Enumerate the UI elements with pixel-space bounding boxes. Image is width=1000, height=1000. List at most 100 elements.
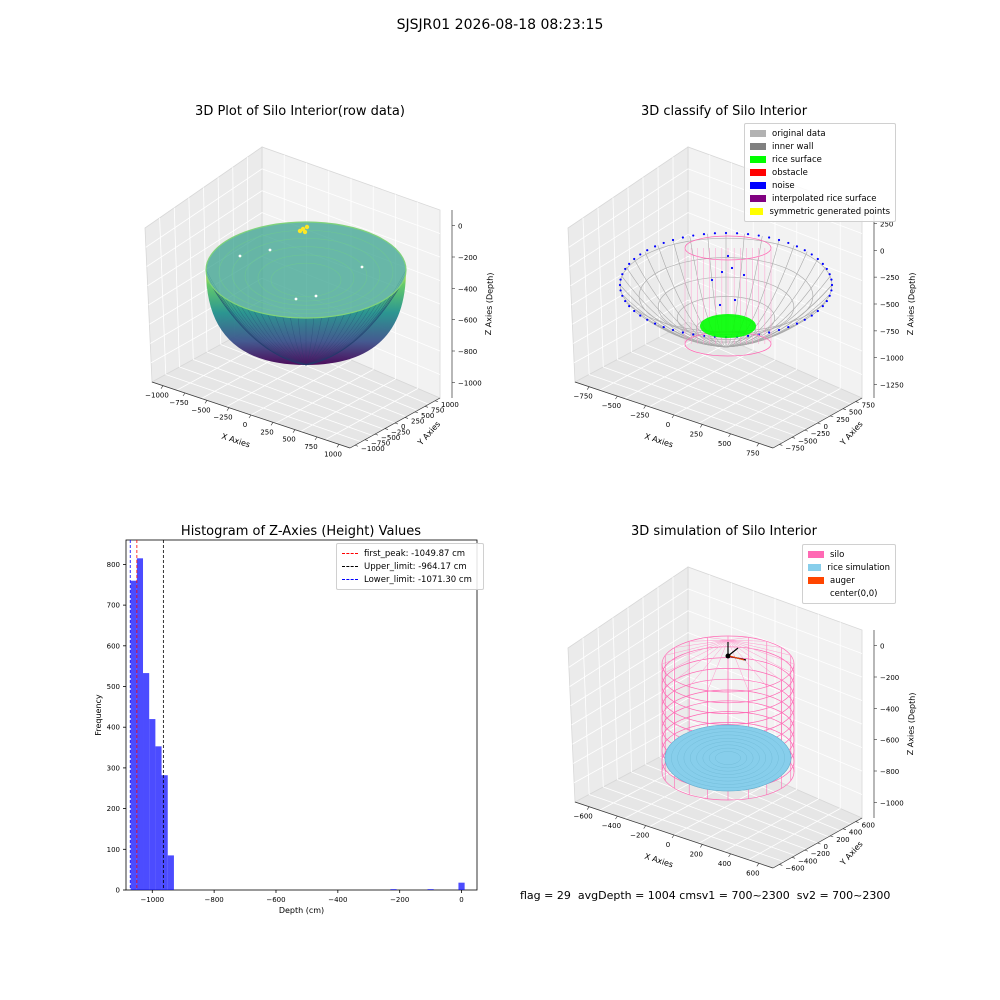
floor-grid-line bbox=[698, 789, 797, 844]
silo-roof-line bbox=[727, 639, 782, 681]
silo-ring bbox=[661, 646, 795, 704]
x-axis-label: X Axies bbox=[643, 432, 674, 450]
y-axis-line bbox=[349, 397, 441, 449]
x-tick bbox=[182, 392, 186, 397]
z-tick-label: −200 bbox=[880, 674, 899, 682]
left-grid-line bbox=[642, 177, 647, 345]
bowl-mesh-line bbox=[208, 281, 307, 366]
bowl-mesh-line bbox=[205, 269, 307, 366]
noise-point bbox=[238, 254, 242, 258]
histogram-bar bbox=[143, 673, 150, 890]
flag-text: flag = 29 bbox=[520, 889, 571, 902]
rice-contour bbox=[690, 738, 767, 779]
bowl-mesh-line bbox=[220, 294, 307, 366]
noise-point bbox=[671, 328, 675, 332]
y-tick-label: −500 bbox=[798, 437, 817, 445]
x-tick-label: −600 bbox=[574, 813, 593, 821]
silo-ring bbox=[661, 700, 795, 758]
x-tick bbox=[700, 844, 703, 848]
y-tick-label: 250 bbox=[411, 417, 424, 425]
noise-point bbox=[726, 254, 730, 258]
floor-grid-line bbox=[588, 794, 785, 863]
y-tick-label: 750 bbox=[862, 402, 875, 410]
x-axis-line bbox=[574, 381, 774, 449]
inner-wall-line bbox=[725, 333, 763, 348]
x-tick-label: −1000 bbox=[140, 896, 164, 904]
y-tick bbox=[817, 842, 821, 845]
silo-ring bbox=[661, 689, 795, 747]
bowl-mesh-line bbox=[305, 310, 359, 366]
noise-point bbox=[621, 273, 624, 276]
silo-ring bbox=[661, 711, 795, 768]
noise-point bbox=[653, 245, 657, 248]
z-tick-label: −600 bbox=[458, 317, 477, 325]
floor-grid-line bbox=[673, 329, 852, 405]
noise-point bbox=[816, 257, 819, 261]
left-grid-line bbox=[573, 697, 689, 764]
floor-grid-line bbox=[603, 786, 796, 856]
z-tick-label: −1000 bbox=[880, 799, 904, 807]
high-point bbox=[297, 228, 303, 234]
silo-roof-line bbox=[727, 639, 782, 648]
left-grid-line bbox=[573, 299, 689, 364]
back-grid-line bbox=[687, 719, 863, 795]
x-tick-label: 250 bbox=[260, 428, 273, 436]
auger-line bbox=[729, 655, 745, 661]
noise-point bbox=[692, 333, 695, 336]
noise-point bbox=[777, 238, 781, 242]
x-tick-label: 1000 bbox=[324, 450, 342, 458]
inner-wall-line bbox=[626, 267, 727, 348]
panel4-legend: silo rice simulation auger center(0,0) bbox=[802, 544, 896, 604]
back-grid-line bbox=[261, 190, 441, 258]
left-grid-line bbox=[571, 654, 689, 726]
x-tick-label: 0 bbox=[666, 841, 670, 849]
y-axis-label: Frequency bbox=[94, 694, 103, 736]
bowl-mesh-line bbox=[305, 294, 392, 366]
noise-point bbox=[757, 234, 760, 237]
legend-item-symmetric: symmetric generated points bbox=[750, 205, 890, 218]
legend-label: noise bbox=[772, 180, 795, 191]
silo-roof-line bbox=[727, 639, 791, 673]
inner-wall-line bbox=[672, 329, 727, 348]
left-pane bbox=[567, 566, 689, 803]
y-tick-label: −500 bbox=[381, 434, 400, 442]
left-grid-line bbox=[672, 577, 675, 750]
legend-label: original data bbox=[772, 128, 826, 139]
bowl-contour bbox=[218, 229, 394, 315]
x-tick-label: −200 bbox=[630, 832, 649, 840]
inner-wall-ring bbox=[657, 276, 795, 338]
noise-point bbox=[816, 309, 819, 313]
x-tick-label: −500 bbox=[191, 406, 210, 414]
floor-grid-line bbox=[723, 378, 819, 432]
legend-line-red bbox=[342, 553, 358, 554]
back-grid-line bbox=[261, 256, 441, 328]
floor-grid-line bbox=[645, 344, 829, 418]
left-grid-line bbox=[672, 157, 675, 330]
z-tick-label: −600 bbox=[880, 737, 899, 745]
noise-point bbox=[828, 294, 831, 297]
x-axis-line bbox=[151, 381, 351, 449]
left-grid-line bbox=[159, 217, 167, 375]
histogram-bar bbox=[390, 889, 397, 890]
floor-grid-line bbox=[673, 779, 776, 836]
legend-item-original-data: original data bbox=[750, 127, 890, 140]
back-pane bbox=[261, 146, 441, 399]
noise-point bbox=[360, 265, 364, 269]
x-tick bbox=[270, 422, 274, 426]
histogram-frame bbox=[125, 539, 478, 891]
x-tick bbox=[728, 853, 731, 858]
noise-point bbox=[702, 334, 706, 337]
z-tick-label: 0 bbox=[458, 223, 462, 231]
legend-swatch bbox=[750, 195, 766, 202]
floor-grid-line bbox=[234, 336, 418, 411]
left-pane bbox=[144, 146, 263, 383]
legend-line-black bbox=[342, 566, 358, 567]
inner-wall-line bbox=[633, 258, 727, 348]
bowl-outer-surface bbox=[206, 270, 406, 365]
y-tick bbox=[817, 422, 821, 425]
left-pane bbox=[567, 146, 689, 383]
z-axis-label: Z Axies (Depth) bbox=[484, 272, 495, 335]
bowl-mesh-line bbox=[274, 315, 307, 366]
rice-contour bbox=[671, 728, 785, 788]
cylinder-top bbox=[684, 235, 772, 261]
